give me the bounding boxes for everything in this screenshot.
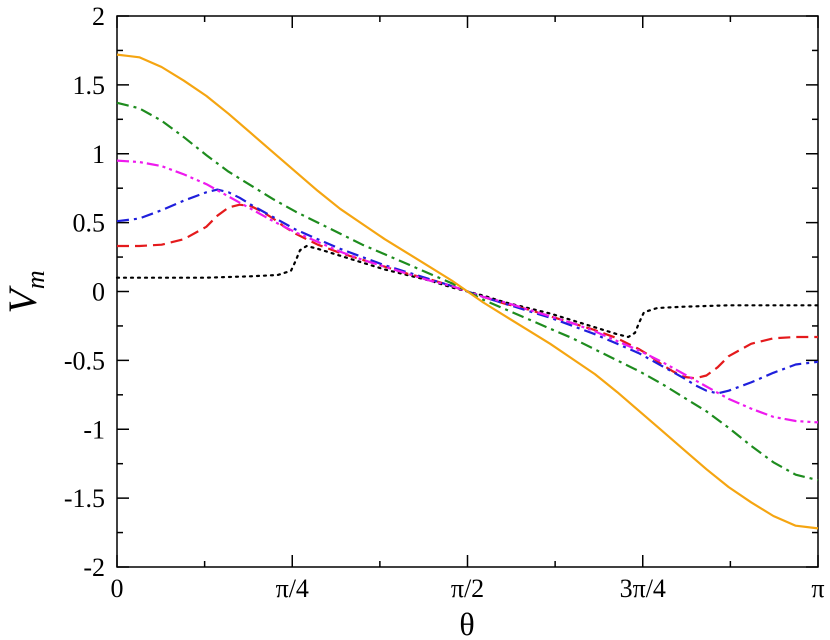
axis-ticks: 0 π/4 π/2 3π/4 π -2 -1.5 -1 -0.5 0 0.5 1 1.5 2 — [64, 2, 825, 603]
series-layer — [115, 53, 820, 530]
y-tick-label: 1.5 — [73, 71, 106, 100]
x-tick-label: π/4 — [276, 574, 309, 603]
y-tick-label: 1 — [92, 140, 105, 169]
x-tick-label: 3π/4 — [620, 574, 666, 603]
y-axis-title-subscript: m — [21, 270, 50, 289]
y-tick-label: -1.5 — [64, 484, 105, 513]
y-tick-label: -1 — [83, 415, 105, 444]
y-axis-title: Vm — [0, 270, 50, 313]
y-tick-label: 2 — [92, 2, 105, 31]
y-tick-label: 0.5 — [73, 209, 106, 238]
y-tick-label: 0 — [92, 278, 105, 307]
x-tick-label: π/2 — [451, 574, 484, 603]
series-line-6 — [116, 53, 819, 530]
x-axis-title: θ — [459, 606, 474, 640]
y-tick-label: -2 — [83, 553, 105, 582]
y-tick-label: -0.5 — [64, 346, 105, 375]
y-axis-title-main: V — [0, 285, 45, 314]
x-tick-label: π — [811, 574, 824, 603]
x-tick-label: 0 — [111, 574, 124, 603]
